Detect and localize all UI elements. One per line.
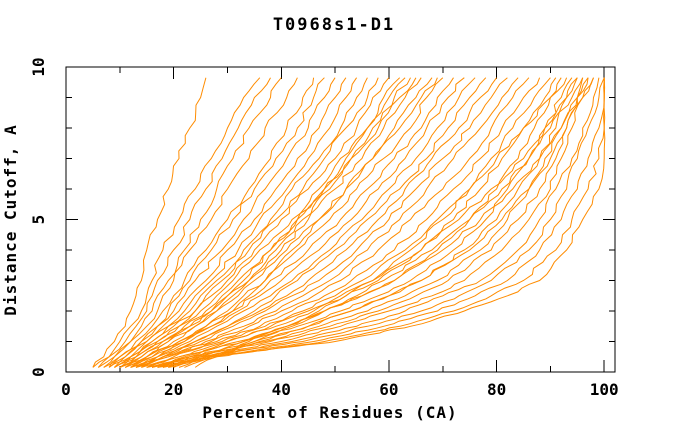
model-curve-43: [168, 77, 578, 368]
model-curve-41: [194, 77, 584, 368]
model-curve-48: [184, 77, 562, 368]
model-curve-45: [119, 77, 417, 368]
model-curve-18: [130, 77, 444, 368]
model-curve-7: [108, 77, 325, 368]
model-curve-16: [125, 77, 422, 368]
y-axis-label: Distance Cutoff, A: [1, 124, 20, 315]
model-curve-25: [141, 77, 519, 368]
x-tick-label-20: 20: [164, 380, 183, 399]
model-curve-44: [178, 77, 594, 368]
model-curve-6: [103, 77, 315, 368]
model-curve-4: [98, 77, 282, 368]
model-curve-26: [130, 77, 530, 368]
x-axis-label: Percent of Residues (CA): [202, 403, 457, 422]
model-curve-9: [114, 77, 347, 368]
axes-layer: [65, 66, 616, 373]
model-curve-8: [108, 77, 336, 368]
model-curve-35: [157, 77, 594, 368]
model-curve-38: [162, 77, 606, 368]
tick-labels-layer: 0 20 40 60 80 100 0 5 10: [29, 57, 619, 399]
y-tick-label-10: 10: [29, 57, 48, 76]
chart-title: T0968s1-D1: [273, 15, 395, 35]
x-tick-label-40: 40: [272, 380, 291, 399]
model-curve-5: [103, 77, 298, 368]
y-tick-label-5: 5: [29, 215, 48, 225]
model-curve-11: [119, 77, 368, 368]
model-curve-23: [130, 77, 498, 368]
model-curve-24: [141, 77, 508, 368]
model-curve-37: [151, 77, 605, 368]
model-curve-42: [173, 77, 589, 368]
model-curve-21: [135, 77, 476, 368]
model-curve-40: [157, 77, 606, 368]
model-curve-47: [114, 77, 406, 368]
model-curve-46: [135, 77, 438, 368]
y-tick-label-0: 0: [29, 367, 48, 377]
model-curve-13: [108, 77, 390, 368]
model-curve-19: [119, 77, 454, 368]
curves-layer: [92, 77, 606, 368]
x-tick-label-60: 60: [379, 380, 398, 399]
model-curve-28: [135, 77, 551, 368]
model-curve-1: [92, 77, 207, 368]
x-tick-label-0: 0: [61, 380, 71, 399]
model-curve-27: [146, 77, 541, 368]
model-curve-34: [146, 77, 589, 368]
x-tick-label-80: 80: [487, 380, 506, 399]
model-curve-12: [119, 77, 379, 368]
model-curve-14: [114, 77, 401, 368]
model-curve-3: [97, 77, 271, 368]
x-tick-label-100: 100: [590, 380, 619, 399]
model-curve-10: [114, 77, 358, 368]
model-curve-2: [92, 77, 261, 368]
